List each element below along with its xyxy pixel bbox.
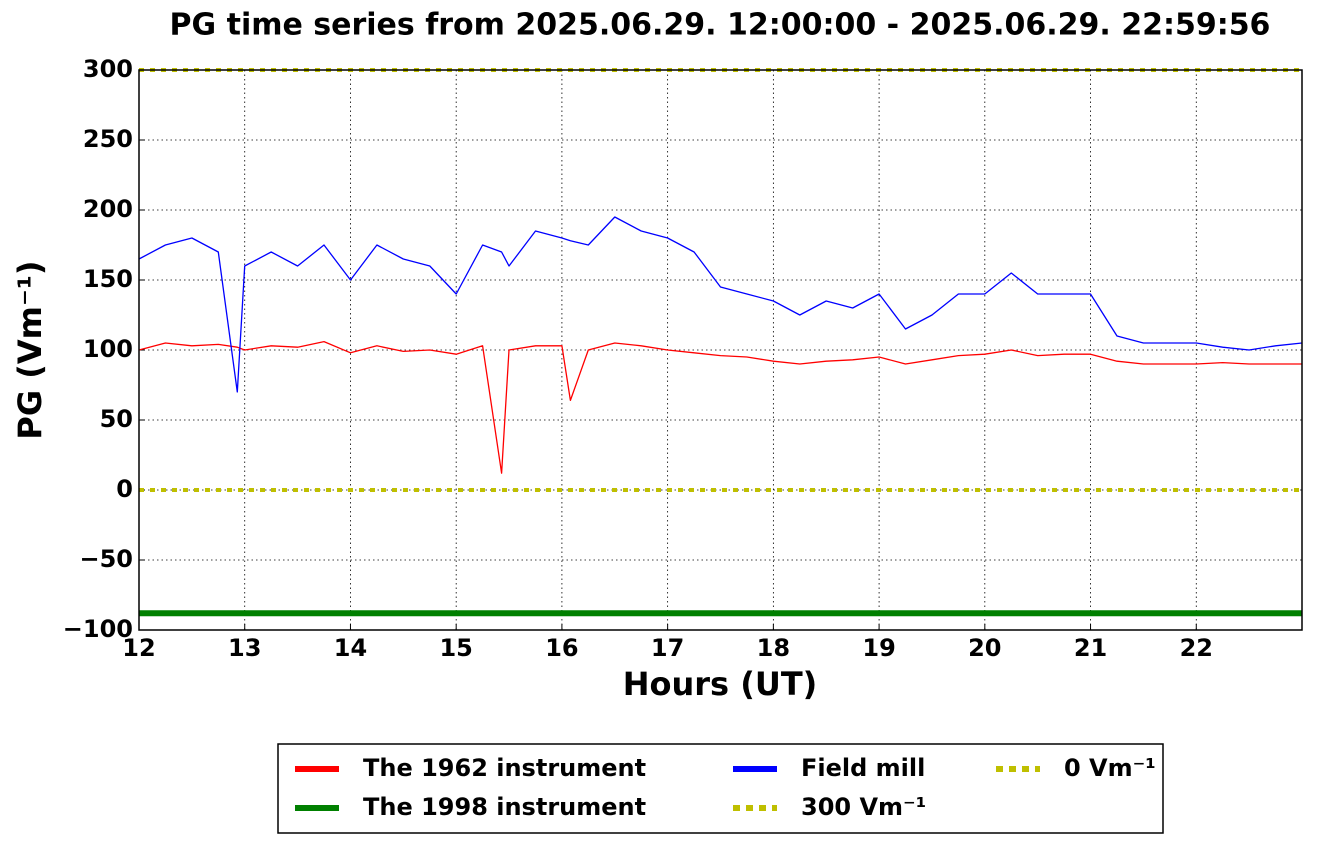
x-tick-label: 15 — [439, 634, 472, 662]
y-tick-label: 200 — [83, 195, 133, 223]
y-tick-label: 0 — [116, 475, 133, 503]
chart-title: PG time series from 2025.06.29. 12:00:00… — [170, 8, 1271, 43]
y-tick-label: 250 — [83, 125, 133, 153]
x-tick-label: 20 — [968, 634, 1001, 662]
legend-label: The 1962 instrument — [363, 754, 646, 782]
legend-box — [277, 743, 1164, 834]
x-tick-label: 22 — [1180, 634, 1213, 662]
x-tick-label: 14 — [334, 634, 367, 662]
x-tick-label: 18 — [757, 634, 790, 662]
x-tick-label: 19 — [862, 634, 895, 662]
y-axis-label: PG (Vm⁻¹) — [11, 260, 49, 439]
x-axis-label: Hours (UT) — [623, 665, 818, 703]
legend-label: The 1998 instrument — [363, 793, 646, 821]
x-tick-label: 21 — [1074, 634, 1107, 662]
y-tick-label: 300 — [83, 55, 133, 83]
legend-label: 300 Vm⁻¹ — [801, 793, 926, 821]
y-tick-label: 100 — [83, 335, 133, 363]
x-tick-label: 17 — [651, 634, 684, 662]
y-tick-label: 150 — [83, 265, 133, 293]
y-tick-label: −100 — [63, 615, 133, 643]
x-tick-label: 16 — [545, 634, 578, 662]
x-tick-label: 12 — [122, 634, 155, 662]
series-line — [138, 340, 1302, 474]
plot-frame — [138, 69, 1303, 631]
legend-label: 0 Vm⁻¹ — [1064, 754, 1156, 782]
x-tick-label: 13 — [228, 634, 261, 662]
y-tick-label: 50 — [100, 405, 133, 433]
y-tick-label: −50 — [79, 545, 133, 573]
legend-label: Field mill — [801, 754, 925, 782]
series-line — [138, 216, 1303, 393]
